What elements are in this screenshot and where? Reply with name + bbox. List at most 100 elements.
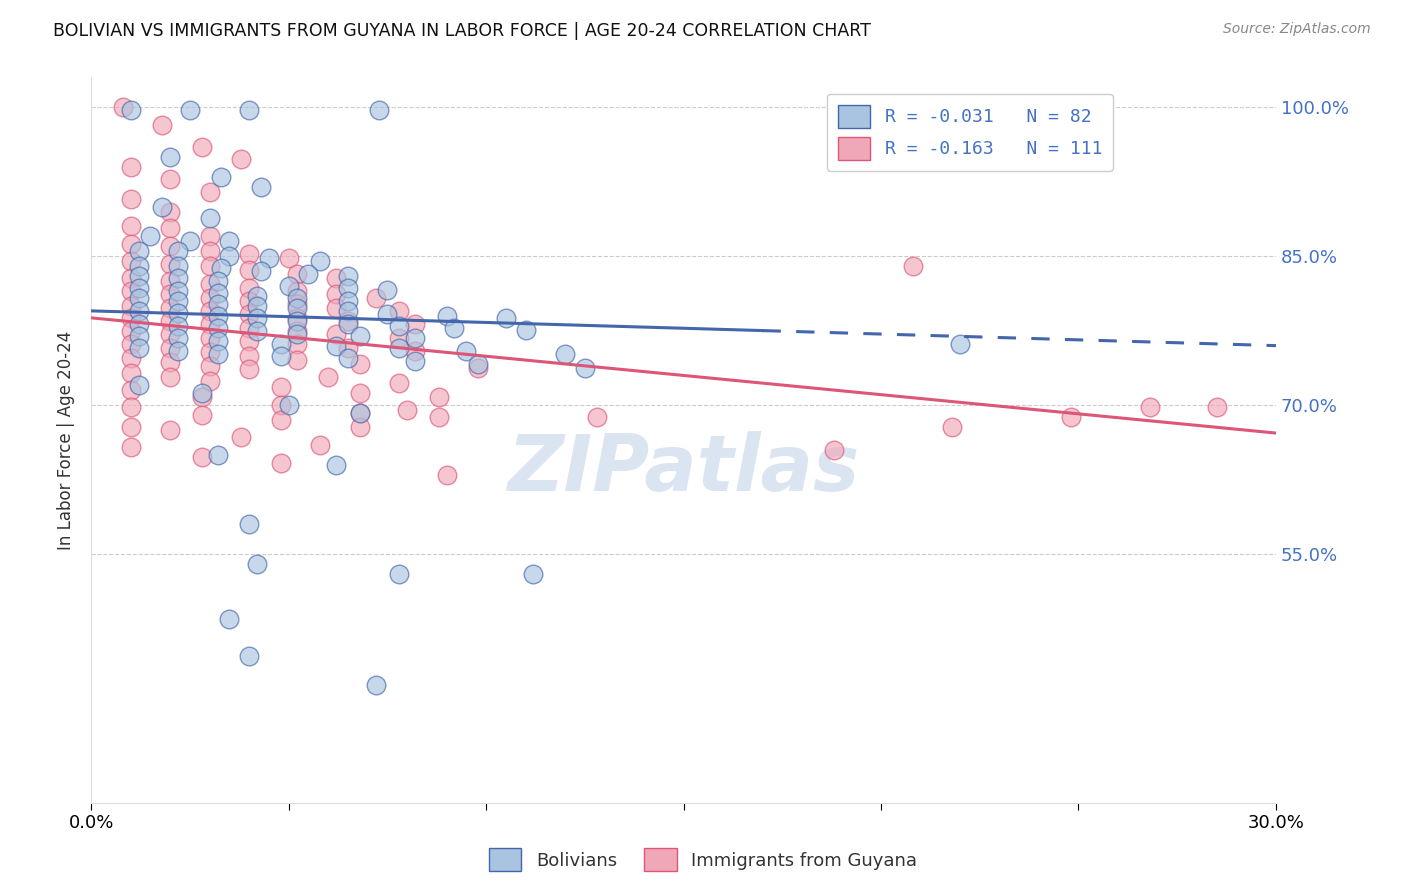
Point (159, 204, 181, 219)
Point (336, 269, 359, 284)
Point (388, 567, 411, 582)
Point (238, 281, 260, 295)
Point (231, 152, 253, 166)
Point (349, 386, 371, 401)
Point (377, 283, 399, 297)
Point (128, 341, 150, 355)
Point (336, 293, 359, 308)
Point (128, 304, 150, 318)
Point (167, 293, 190, 308)
Point (270, 380, 292, 394)
Point (388, 318, 411, 333)
Point (585, 410, 607, 425)
Point (120, 384, 142, 398)
Point (198, 185, 221, 199)
Point (238, 263, 260, 277)
Point (388, 331, 411, 345)
Point (349, 328, 371, 343)
Point (1205, 401, 1227, 415)
Point (246, 310, 269, 325)
Point (167, 318, 190, 333)
Point (120, 284, 142, 298)
Point (467, 357, 489, 371)
Point (120, 254, 142, 268)
Point (207, 285, 229, 300)
Point (285, 291, 308, 305)
Point (179, 235, 201, 249)
Point (218, 235, 240, 249)
Point (554, 346, 576, 360)
Point (211, 261, 233, 276)
Point (207, 309, 229, 323)
Point (336, 314, 359, 328)
Point (159, 423, 181, 437)
Point (285, 284, 308, 298)
Point (159, 341, 181, 355)
Point (128, 244, 150, 259)
Point (250, 264, 273, 278)
Point (467, 360, 489, 375)
Point (238, 307, 260, 321)
Point (456, 343, 478, 358)
Point (388, 341, 411, 355)
Point (901, 259, 924, 273)
Point (128, 281, 150, 295)
Point (238, 247, 260, 261)
Point (159, 274, 181, 288)
Point (211, 169, 233, 184)
Point (238, 648, 260, 663)
Point (120, 219, 142, 234)
Point (238, 517, 260, 532)
Point (207, 320, 229, 334)
Point (120, 271, 142, 285)
Point (198, 344, 221, 359)
Point (364, 291, 387, 305)
Point (823, 442, 845, 457)
Point (128, 291, 150, 305)
Point (1139, 401, 1161, 415)
Point (238, 320, 260, 334)
Point (111, 100, 134, 114)
Point (120, 237, 142, 252)
Point (495, 310, 517, 325)
Point (1059, 410, 1081, 425)
Legend: Bolivians, Immigrants from Guyana: Bolivians, Immigrants from Guyana (482, 841, 924, 879)
Point (277, 279, 299, 293)
Point (270, 413, 292, 427)
Point (336, 281, 359, 295)
Point (336, 317, 359, 331)
Point (128, 328, 150, 343)
Point (388, 376, 411, 391)
Point (179, 103, 201, 118)
Text: BOLIVIAN VS IMMIGRANTS FROM GUYANA IN LABOR FORCE | AGE 20-24 CORRELATION CHART: BOLIVIAN VS IMMIGRANTS FROM GUYANA IN LA… (53, 22, 872, 40)
Point (246, 557, 269, 571)
Point (238, 362, 260, 376)
Point (277, 398, 299, 412)
Point (388, 304, 411, 318)
Point (198, 291, 221, 305)
Point (246, 289, 269, 303)
Point (349, 406, 371, 420)
Point (325, 271, 347, 285)
Point (270, 336, 292, 351)
Point (120, 401, 142, 415)
Point (949, 336, 972, 351)
Point (404, 317, 426, 331)
Point (238, 334, 260, 348)
Point (427, 410, 450, 425)
Point (285, 326, 308, 341)
Point (238, 103, 260, 118)
Point (349, 406, 371, 420)
Point (246, 324, 269, 338)
Point (285, 301, 308, 315)
Point (159, 314, 181, 328)
Point (120, 299, 142, 313)
Point (218, 249, 240, 263)
Point (190, 386, 212, 401)
Point (285, 352, 308, 367)
Point (159, 239, 181, 253)
Point (190, 408, 212, 422)
Point (368, 103, 391, 118)
Point (198, 317, 221, 331)
Point (336, 351, 359, 365)
